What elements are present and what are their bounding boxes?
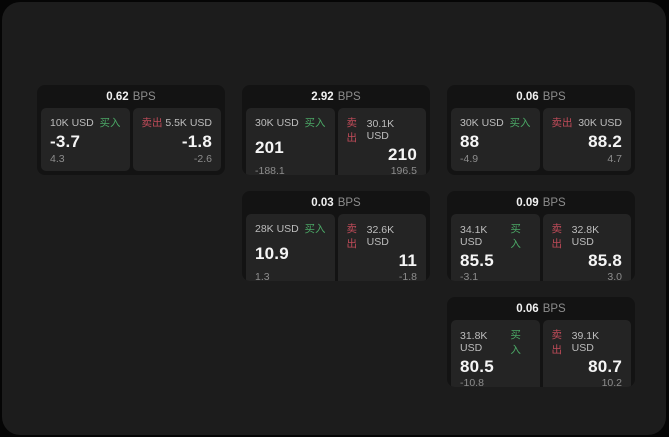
sell-sub-value: 4.7	[607, 153, 622, 165]
sell-size: 5.5K USD	[165, 116, 212, 129]
sell-panel[interactable]: 卖出 39.1K USD 80.7 10.2	[542, 320, 631, 387]
sell-sub-value: 10.2	[601, 377, 622, 387]
buy-size: 10K USD	[50, 116, 94, 129]
quote-panels: 28K USD 买入 10.9 1.3 卖出 32.6K USD 11 -1.8	[242, 214, 430, 281]
spread-value: 0.62	[106, 90, 129, 103]
spread-unit: BPS	[542, 302, 566, 315]
spread-value: 2.92	[311, 90, 334, 103]
buy-label: 买入	[304, 223, 326, 235]
buy-size: 28K USD	[255, 222, 299, 235]
buy-label: 买入	[304, 117, 326, 129]
sell-panel[interactable]: 卖出 30K USD 88.2 4.7	[542, 108, 631, 171]
buy-label: 买入	[509, 117, 531, 129]
buy-price: 80.5	[460, 357, 494, 376]
buy-panel[interactable]: 34.1K USD 买入 85.5 -3.1	[451, 214, 540, 281]
sell-size: 30.1K USD	[366, 118, 395, 142]
buy-panel[interactable]: 30K USD 买入 88 -4.9	[451, 108, 540, 171]
sell-label: 卖出	[346, 117, 358, 144]
buy-panel[interactable]: 30K USD 买入 201 -188.1	[246, 108, 335, 175]
sell-price: 88.2	[588, 131, 622, 151]
sell-label: 卖出	[551, 117, 573, 129]
buy-sub-value: -4.9	[460, 153, 479, 165]
spread-value: 0.03	[311, 196, 334, 209]
sell-label: 卖出	[551, 223, 563, 250]
sell-price: 85.8	[588, 251, 622, 270]
buy-price: -3.7	[50, 131, 81, 151]
spread-value: 0.06	[516, 302, 539, 315]
quote-card: 0.06 BPS 31.8K USD 买入 80.5 -10.8 卖出 39.1…	[447, 297, 635, 387]
sell-price: 210	[388, 145, 417, 164]
sell-label: 卖出	[346, 223, 358, 250]
buy-price: 85.5	[460, 251, 494, 270]
quote-card: 0.09 BPS 34.1K USD 买入 85.5 -3.1 卖出 32.8K…	[447, 191, 635, 281]
sell-size: 30K USD	[578, 116, 622, 129]
quote-card: 0.62 BPS 10K USD 买入 -3.7 4.3 卖出 5.5K USD	[37, 85, 225, 175]
buy-panel[interactable]: 31.8K USD 买入 80.5 -10.8	[451, 320, 540, 387]
spread-unit: BPS	[542, 90, 566, 103]
sell-size: 32.8K USD	[571, 224, 600, 248]
buy-price: 88	[460, 131, 480, 151]
sell-price: -1.8	[181, 131, 212, 151]
quote-card: 2.92 BPS 30K USD 买入 201 -188.1 卖出 30.1K …	[242, 85, 430, 175]
sell-sub-value: 196.5	[390, 165, 417, 175]
spread-header: 2.92 BPS	[242, 85, 430, 108]
buy-size: 30K USD	[255, 116, 299, 129]
buy-panel[interactable]: 10K USD 买入 -3.7 4.3	[41, 108, 130, 171]
buy-price: 201	[255, 137, 284, 157]
sell-panel[interactable]: 卖出 32.8K USD 85.8 3.0	[542, 214, 631, 281]
spread-header: 0.06 BPS	[447, 85, 635, 108]
sell-panel[interactable]: 卖出 32.6K USD 11 -1.8	[337, 214, 426, 281]
spread-header: 0.03 BPS	[242, 191, 430, 214]
quote-panels: 10K USD 买入 -3.7 4.3 卖出 5.5K USD -1.8 -2.…	[37, 108, 225, 175]
sell-sub-value: -1.8	[398, 271, 417, 281]
buy-sub-value: -3.1	[460, 271, 479, 281]
sell-sub-value: 3.0	[607, 271, 622, 281]
sell-price: 11	[398, 251, 417, 270]
quote-card-grid: 0.62 BPS 10K USD 买入 -3.7 4.3 卖出 5.5K USD	[37, 85, 635, 387]
sell-label: 卖出	[141, 117, 163, 129]
buy-size: 34.1K USD	[460, 224, 488, 248]
buy-sub-value: -188.1	[255, 165, 285, 175]
buy-size: 30K USD	[460, 116, 504, 129]
buy-sub-value: 1.3	[255, 271, 270, 281]
spread-unit: BPS	[542, 196, 566, 209]
buy-sub-value: 4.3	[50, 153, 65, 165]
sell-size: 39.1K USD	[571, 330, 600, 354]
buy-label: 买入	[510, 223, 521, 250]
quote-panels: 34.1K USD 买入 85.5 -3.1 卖出 32.8K USD 85.8…	[447, 214, 635, 281]
sell-panel[interactable]: 卖出 5.5K USD -1.8 -2.6	[132, 108, 221, 171]
sell-price: 80.7	[588, 357, 622, 376]
buy-label: 买入	[99, 117, 121, 129]
spread-unit: BPS	[337, 90, 361, 103]
spread-value: 0.06	[516, 90, 539, 103]
buy-price: 10.9	[255, 243, 289, 263]
quote-card: 0.03 BPS 28K USD 买入 10.9 1.3 卖出 32.6K US…	[242, 191, 430, 281]
spread-header: 0.09 BPS	[447, 191, 635, 214]
buy-sub-value: -10.8	[460, 377, 484, 387]
spread-unit: BPS	[132, 90, 156, 103]
quote-panels: 31.8K USD 买入 80.5 -10.8 卖出 39.1K USD 80.…	[447, 320, 635, 387]
quote-panels: 30K USD 买入 201 -188.1 卖出 30.1K USD 210 1…	[242, 108, 430, 175]
spread-header: 0.06 BPS	[447, 297, 635, 320]
sell-sub-value: -2.6	[193, 153, 212, 165]
spread-value: 0.09	[516, 196, 539, 209]
quote-panels: 30K USD 买入 88 -4.9 卖出 30K USD 88.2 4.7	[447, 108, 635, 175]
quote-card: 0.06 BPS 30K USD 买入 88 -4.9 卖出 30K USD	[447, 85, 635, 175]
spread-header: 0.62 BPS	[37, 85, 225, 108]
sell-label: 卖出	[551, 329, 563, 356]
buy-label: 买入	[510, 329, 521, 356]
buy-size: 31.8K USD	[460, 330, 488, 354]
spread-unit: BPS	[337, 196, 361, 209]
sell-panel[interactable]: 卖出 30.1K USD 210 196.5	[337, 108, 426, 175]
sell-size: 32.6K USD	[366, 224, 395, 248]
buy-panel[interactable]: 28K USD 买入 10.9 1.3	[246, 214, 335, 281]
